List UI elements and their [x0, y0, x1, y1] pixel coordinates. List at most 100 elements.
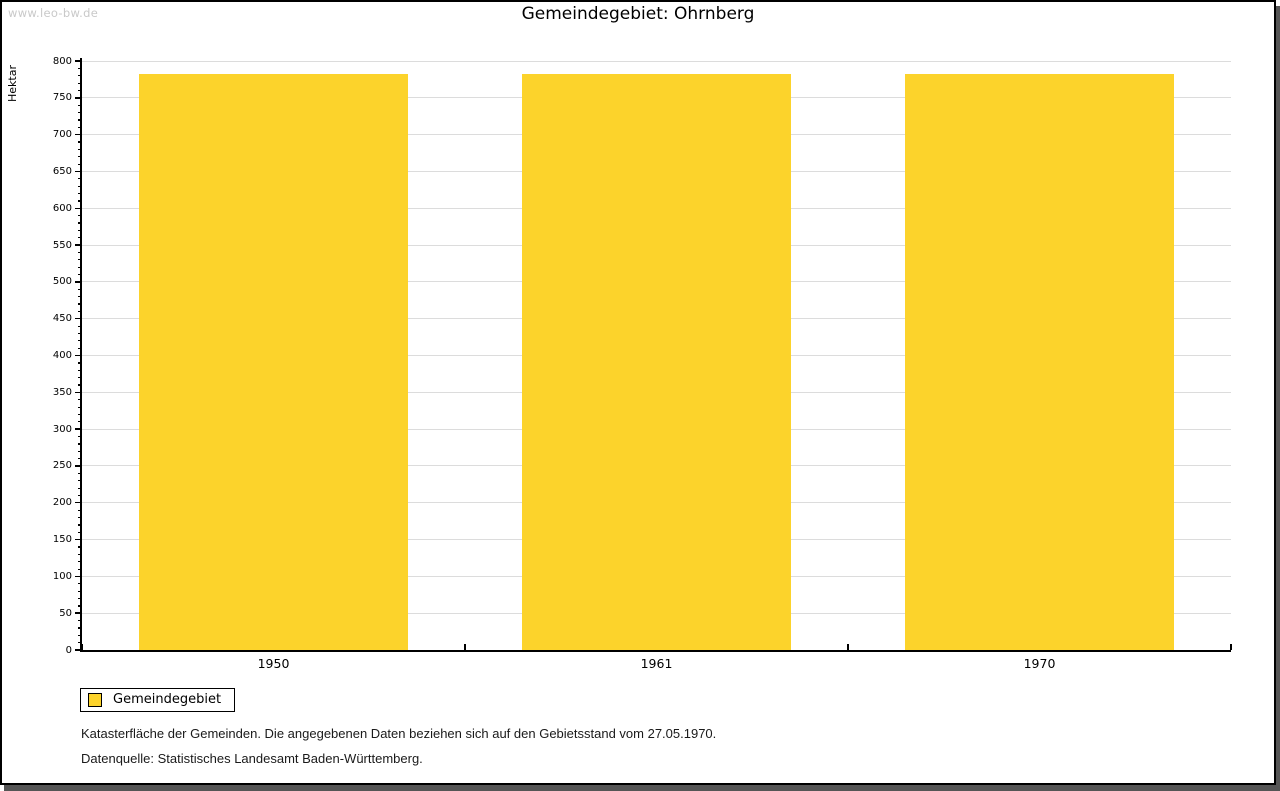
- bar-1961: [522, 73, 791, 650]
- y-axis-minor-tick: [78, 193, 82, 195]
- y-axis-major-tick: [75, 133, 82, 136]
- y-axis-tick-label: 800: [52, 55, 72, 67]
- y-axis-minor-tick: [78, 435, 82, 438]
- y-axis-minor-tick: [78, 222, 82, 224]
- y-axis-tick-label: 250: [52, 460, 72, 472]
- x-axis-line: [80, 650, 1231, 652]
- x-axis-tick: [1230, 644, 1232, 650]
- y-axis-major-tick: [75, 317, 82, 320]
- y-axis-minor-tick: [78, 413, 82, 416]
- y-axis-tick-label: 300: [52, 423, 72, 435]
- y-axis-major-tick: [75, 391, 82, 393]
- y-axis-tick-label: 150: [52, 534, 72, 546]
- y-axis-minor-tick: [78, 369, 82, 371]
- y-axis-minor-tick: [78, 119, 82, 121]
- y-axis-minor-tick: [78, 303, 82, 305]
- y-axis-minor-tick: [78, 546, 82, 548]
- y-axis-minor-tick: [78, 296, 82, 298]
- watermark: www.leo-bw.de: [8, 6, 99, 20]
- footnote-gebietsstand: Katasterfläche der Gemeinden. Die angege…: [81, 726, 717, 741]
- y-axis-major-tick: [75, 244, 82, 246]
- y-axis-tick-label: 750: [52, 92, 72, 104]
- y-axis-major-tick: [75, 97, 82, 99]
- y-axis-minor-tick: [78, 75, 82, 77]
- y-axis-minor-tick: [78, 325, 82, 327]
- y-axis-major-tick: [75, 502, 82, 504]
- y-axis-minor-tick: [78, 487, 82, 489]
- y-axis-major-tick: [75, 428, 82, 430]
- y-axis-minor-tick: [78, 259, 82, 261]
- y-axis-minor-tick: [78, 553, 82, 555]
- y-axis-major-tick: [75, 354, 82, 357]
- footnote-datenquelle: Datenquelle: Statistisches Landesamt Bad…: [81, 751, 423, 766]
- y-axis-major-tick: [75, 612, 82, 614]
- y-axis-minor-tick: [78, 251, 82, 254]
- y-axis-minor-tick: [78, 141, 82, 143]
- y-axis-major-tick: [75, 465, 82, 467]
- y-axis-minor-tick: [78, 340, 82, 342]
- y-axis-title: Hektar: [6, 65, 19, 102]
- y-axis-minor-tick: [78, 472, 82, 474]
- y-axis-minor-tick: [78, 597, 82, 600]
- y-axis-minor-tick: [78, 480, 82, 482]
- y-axis-minor-tick: [78, 494, 82, 497]
- chart-title: Gemeindegebiet: Ohrnberg: [521, 4, 755, 24]
- y-axis-minor-tick: [78, 266, 82, 268]
- y-axis-minor-tick: [78, 406, 82, 408]
- y-axis-minor-tick: [78, 126, 82, 128]
- y-axis-minor-tick: [78, 185, 82, 187]
- y-axis-minor-tick: [78, 590, 82, 592]
- y-axis-tick-label: 700: [52, 129, 72, 141]
- y-axis-major-tick: [75, 281, 82, 283]
- y-axis-tick-label: 650: [52, 165, 72, 177]
- y-axis-minor-tick: [78, 67, 82, 70]
- y-axis-minor-tick: [78, 215, 82, 217]
- y-axis-minor-tick: [78, 156, 82, 158]
- y-axis-minor-tick: [78, 583, 82, 585]
- y-axis-minor-tick: [78, 634, 82, 636]
- y-axis-minor-tick: [78, 450, 82, 452]
- y-axis-minor-tick: [78, 112, 82, 114]
- y-axis-minor-tick: [78, 288, 82, 290]
- x-axis-label: 1961: [640, 656, 673, 671]
- legend-swatch: [88, 692, 102, 707]
- y-axis-minor-tick: [78, 89, 82, 92]
- y-axis-minor-tick: [78, 163, 82, 165]
- y-axis-minor-tick: [78, 229, 82, 232]
- y-axis-minor-tick: [78, 561, 82, 563]
- y-axis-tick-label: 400: [52, 350, 72, 361]
- y-axis-major-tick: [75, 575, 82, 578]
- y-axis-minor-tick: [78, 458, 82, 460]
- y-axis-minor-tick: [78, 362, 82, 364]
- y-axis-tick-label: 50: [59, 607, 72, 619]
- y-gridline: [82, 60, 1231, 62]
- y-axis-major-tick: [75, 207, 82, 209]
- legend-label: Gemeindegebiet: [113, 692, 222, 707]
- y-axis-minor-tick: [78, 443, 82, 445]
- bar-1970: [905, 73, 1174, 650]
- y-axis-minor-tick: [78, 524, 82, 526]
- y-axis-minor-tick: [78, 310, 82, 312]
- y-axis-tick-label: 200: [52, 497, 72, 509]
- bar-1950: [139, 73, 408, 650]
- y-axis-minor-tick: [78, 620, 82, 622]
- y-axis-major-tick: [75, 60, 82, 62]
- y-axis-minor-tick: [78, 568, 82, 570]
- y-axis-minor-tick: [78, 82, 82, 84]
- y-axis-minor-tick: [78, 384, 82, 386]
- y-axis-minor-tick: [78, 274, 82, 276]
- y-axis-tick-label: 550: [52, 239, 72, 251]
- y-axis-tick-label: 0: [65, 644, 72, 656]
- y-axis-minor-tick: [78, 178, 82, 180]
- x-axis-label: 1950: [257, 656, 290, 671]
- y-axis-tick-label: 500: [52, 276, 72, 288]
- y-axis-minor-tick: [78, 200, 82, 202]
- x-axis-label: 1970: [1023, 656, 1056, 671]
- y-axis-minor-tick: [78, 347, 82, 349]
- x-axis-tick: [847, 644, 849, 650]
- x-axis-tick: [81, 644, 83, 650]
- y-axis-minor-tick: [78, 605, 82, 607]
- y-axis-minor-tick: [78, 399, 82, 401]
